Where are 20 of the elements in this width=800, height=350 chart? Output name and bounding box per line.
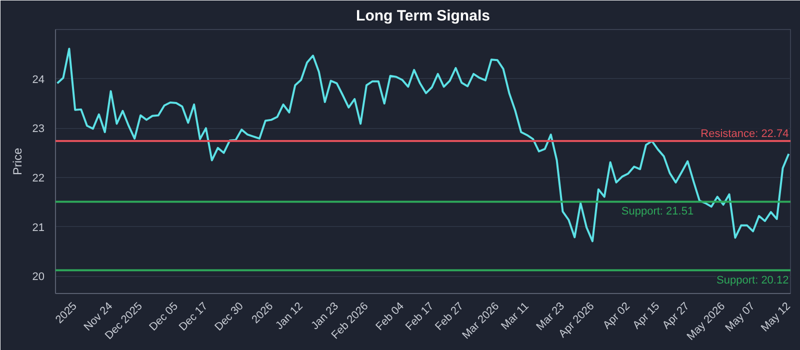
x-tick-label: Apr 27 (660, 300, 692, 332)
x-tick-label: Dec 30 (212, 300, 246, 334)
y-tick-label: 21 (32, 222, 45, 234)
ref-line-label: Support: 20.12 (716, 274, 789, 286)
y-axis-title: Price (10, 148, 24, 176)
x-tick-label: May 07 (723, 300, 758, 334)
chart-title: Long Term Signals (356, 8, 490, 24)
x-tick-label: Apr 15 (630, 300, 662, 332)
x-tick-label: May 12 (758, 300, 793, 334)
y-tick-label: 23 (32, 123, 45, 136)
y-tick-label: 22 (32, 172, 45, 185)
x-tick-label: Apr 02 (600, 300, 632, 332)
y-tick-label: 20 (32, 271, 45, 284)
ref-line-label: Resistance: 22.74 (700, 128, 789, 140)
x-tick-label: Mar 11 (499, 300, 532, 332)
x-tick-label: Jan 12 (273, 300, 306, 332)
ref-line-label: Support: 21.51 (621, 206, 694, 218)
line-series (56, 48, 790, 242)
y-tick-label: 24 (32, 74, 45, 86)
x-tick-label: Dec 17 (177, 300, 210, 334)
